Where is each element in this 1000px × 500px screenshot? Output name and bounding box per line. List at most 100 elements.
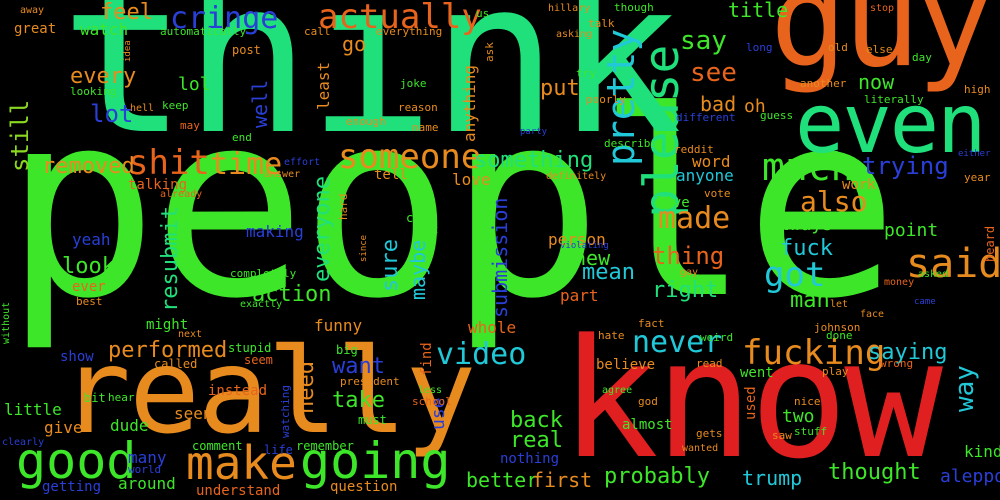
word-used: used <box>743 386 759 420</box>
word-clearly: clearly <box>2 437 45 448</box>
word-guess: guess <box>760 109 794 122</box>
word-people: people <box>4 57 899 355</box>
word-word: word <box>692 152 731 171</box>
word-party: party <box>520 127 548 137</box>
word-video: video <box>436 337 527 372</box>
word-world: world <box>128 463 162 476</box>
word-completely: completely <box>230 267 297 280</box>
word-hard: hard <box>337 193 350 221</box>
word-maybe: maybe <box>406 239 430 300</box>
word-someone: someone <box>338 137 482 177</box>
word-sure: sure <box>378 239 403 292</box>
word-thing: thing <box>652 242 725 270</box>
word-many: many <box>128 448 167 467</box>
word-less: less <box>418 385 443 396</box>
word-president: president <box>340 375 400 388</box>
word-went: went <box>740 365 774 381</box>
word-vote: vote <box>704 187 731 200</box>
word-said: said <box>906 241 1000 287</box>
word-hell: hell <box>130 103 155 114</box>
word-good: good <box>16 432 137 490</box>
word-let: let <box>830 299 849 310</box>
word-point: point <box>884 220 939 241</box>
word-probably: probably <box>604 464 710 489</box>
word-performed: performed <box>108 338 228 363</box>
word-stupid: stupid <box>228 341 272 355</box>
word-come: come <box>406 211 435 225</box>
word-weird: weird <box>700 331 734 344</box>
word-lot: lot <box>90 100 134 128</box>
word-enough: enough <box>346 115 386 128</box>
word-take: take <box>332 388 385 413</box>
word-try: try <box>576 67 596 80</box>
word-came: came <box>914 297 936 307</box>
word-big: big <box>336 343 358 357</box>
word-part: part <box>560 286 599 305</box>
word-even: even <box>795 77 986 172</box>
word-heard: heard <box>983 225 997 262</box>
word-ask: ask <box>483 42 496 62</box>
word-instead: instead <box>208 383 268 399</box>
word-back: back <box>510 408 563 433</box>
word-keep: keep <box>162 99 189 112</box>
word-automatically: automatically <box>160 25 247 38</box>
word-lol: lol <box>178 74 211 95</box>
word-asking: asking <box>556 29 593 40</box>
word-agree: agree <box>602 385 633 396</box>
word-away: away <box>20 5 45 16</box>
word-fuck: fuck <box>780 236 833 261</box>
word-new: new <box>574 246 611 270</box>
word-called: called <box>154 357 198 371</box>
word-time: time <box>210 147 283 182</box>
word-life: life <box>264 443 293 457</box>
word-comment: comment <box>192 439 243 453</box>
word-trump: trump <box>742 466 803 490</box>
word-saw: saw <box>772 429 792 442</box>
word-watch: watch <box>80 20 129 39</box>
word-anyone: anyone <box>676 166 734 185</box>
word-may: may <box>180 119 200 132</box>
word-got: got <box>764 255 826 295</box>
word-kind: kind <box>964 442 1000 461</box>
word-might: might <box>146 317 189 333</box>
word-school: school <box>412 395 452 408</box>
word-read: read <box>696 357 723 370</box>
word-johnson: johnson <box>814 321 861 334</box>
word-describe: describe <box>604 137 657 150</box>
word-think: think <box>60 0 682 181</box>
word-something: something <box>474 148 594 173</box>
word-done: done <box>826 329 853 342</box>
word-talk: talk <box>588 17 615 30</box>
word-else: else <box>866 43 893 56</box>
word-little: little <box>4 400 62 419</box>
word-first: first <box>532 468 593 492</box>
word-fucking: fucking <box>742 333 886 373</box>
word-funny: funny <box>314 316 363 335</box>
word-day: day <box>912 51 932 64</box>
word-nothing: nothing <box>500 451 560 467</box>
word-nice: nice <box>794 395 821 408</box>
word-idea: idea <box>123 40 133 62</box>
word-feel: feel <box>100 0 153 25</box>
word-find: find <box>419 342 435 376</box>
word-fact: fact <box>638 317 665 330</box>
word-man: man <box>790 288 830 313</box>
word-guy: guy <box>770 0 993 96</box>
word-resubmit: resubmit <box>158 206 183 312</box>
word-next: next <box>178 329 203 340</box>
word-everyone: everyone <box>310 176 335 282</box>
word-yeah: yeah <box>72 230 111 249</box>
word-ever: ever <box>72 279 106 295</box>
word-shit: shit <box>128 143 210 183</box>
word-wanted: wanted <box>682 443 719 454</box>
word-answer: answer <box>264 169 301 180</box>
word-well: well <box>248 79 272 128</box>
word-put: put <box>540 76 580 101</box>
word-whole: whole <box>468 318 517 337</box>
word-way: way <box>950 365 980 412</box>
word-look: look <box>62 254 115 279</box>
word-removed: removed <box>42 154 135 179</box>
word-watching: watching <box>279 385 292 438</box>
word-dude: dude <box>110 416 149 435</box>
word-going: going <box>300 432 451 490</box>
